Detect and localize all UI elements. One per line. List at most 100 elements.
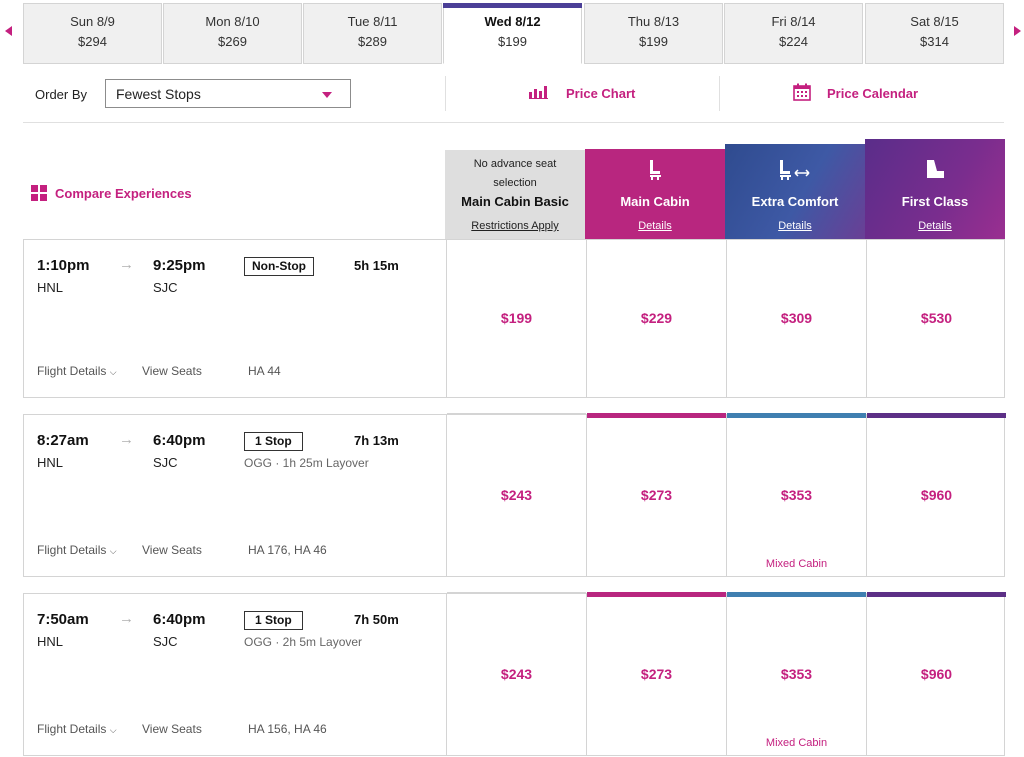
fare-extra-comfort[interactable]: $309: [726, 240, 866, 397]
stops-badge: 1 Stop: [244, 432, 303, 451]
flight-row: 8:27am → 6:40pm 1 Stop 7h 13m HNL SJC OG…: [23, 413, 1006, 577]
date-tab-wed-selected[interactable]: Wed 8/12 $199: [443, 3, 582, 64]
cabin-name: First Class: [901, 194, 969, 209]
date-price: $269: [218, 34, 247, 49]
seat-icon: [650, 160, 661, 180]
flight-details-label: Flight Details: [37, 543, 107, 557]
fare-main-cabin[interactable]: $229: [586, 240, 726, 397]
cabin-header-main-cabin: Main Cabin Details: [585, 149, 725, 239]
fare-main-cabin-basic[interactable]: $243: [446, 413, 586, 576]
date-price: $199: [639, 34, 668, 49]
date-price: $289: [358, 34, 387, 49]
fare-top-bar: [727, 592, 866, 597]
flight-number: HA 156, HA 46: [248, 722, 327, 736]
date-tab-mon[interactable]: Mon 8/10 $269: [163, 3, 302, 64]
date-price: $224: [779, 34, 808, 49]
order-by-select[interactable]: Fewest Stops: [105, 79, 351, 108]
date-label: Thu 8/13: [627, 14, 680, 29]
mixed-cabin-note: Mixed Cabin: [765, 558, 828, 570]
arrow-right-icon: →: [119, 431, 134, 448]
date-label: Sun 8/9: [70, 14, 115, 29]
fare-top-bar: [867, 592, 1006, 597]
fare-price: $243: [500, 666, 533, 682]
fare-first-class[interactable]: $960: [866, 592, 1006, 755]
restrictions-apply-link[interactable]: Restrictions Apply: [471, 220, 559, 232]
order-by-value: Fewest Stops: [116, 86, 201, 102]
fare-price: $960: [920, 487, 953, 503]
fare-main-cabin-basic[interactable]: $243: [446, 592, 586, 755]
fare-price: $960: [920, 666, 953, 682]
fare-price: $353: [780, 487, 813, 503]
layover-info: OGG · 2h 5m Layover: [244, 635, 363, 649]
origin-airport: HNL: [37, 455, 64, 470]
date-label: Tue 8/11: [347, 14, 398, 29]
destination-airport: SJC: [153, 455, 178, 470]
fare-top-bar: [587, 592, 726, 597]
date-label: Wed 8/12: [484, 14, 541, 29]
fare-extra-comfort[interactable]: $353 Mixed Cabin: [726, 413, 866, 576]
stops-badge: 1 Stop: [244, 611, 303, 630]
next-week-arrow-icon[interactable]: [1014, 26, 1021, 36]
view-seats-link[interactable]: View Seats: [142, 722, 202, 736]
fare-top-bar: [447, 413, 586, 415]
date-price: $314: [920, 34, 949, 49]
flight-details-label: Flight Details: [37, 722, 107, 736]
flight-info: 7:50am → 6:40pm 1 Stop 7h 50m HNL SJC OG…: [24, 594, 446, 755]
extra-comfort-details-link[interactable]: Details: [778, 220, 812, 232]
date-tab-sun[interactable]: Sun 8/9 $294: [23, 3, 162, 64]
fare-top-bar: [587, 413, 726, 418]
bar-chart-icon: [529, 86, 548, 99]
chevron-down-icon: ⌵: [109, 367, 117, 377]
order-by-label: Order By: [35, 87, 88, 102]
fare-price: $199: [500, 310, 533, 326]
flight-details-label: Flight Details: [37, 364, 107, 378]
date-tab-tue[interactable]: Tue 8/11 $289: [303, 3, 442, 64]
arrow-right-icon: →: [119, 610, 134, 627]
main-cabin-details-link[interactable]: Details: [638, 220, 672, 232]
duration: 7h 13m: [354, 433, 399, 448]
flight-details-toggle[interactable]: Flight Details ⌵: [37, 364, 117, 378]
flight-details-toggle[interactable]: Flight Details ⌵: [37, 722, 117, 736]
origin-airport: HNL: [37, 634, 64, 649]
view-seats-link[interactable]: View Seats: [142, 364, 202, 378]
chevron-down-icon: ⌵: [109, 725, 117, 735]
fare-main-cabin[interactable]: $273: [586, 592, 726, 755]
fare-first-class[interactable]: $960: [866, 413, 1006, 576]
divider: [23, 122, 1004, 123]
chevron-down-icon: [322, 92, 332, 98]
seat-legroom-icon: [780, 160, 810, 180]
fare-main-cabin-basic[interactable]: $199: [446, 240, 586, 397]
price-chart-label: Price Chart: [566, 86, 636, 101]
previous-week-arrow-icon[interactable]: [5, 26, 12, 36]
chevron-down-icon: ⌵: [109, 546, 117, 556]
flight-details-toggle[interactable]: Flight Details ⌵: [37, 543, 117, 557]
layover-info: OGG · 1h 25m Layover: [244, 456, 369, 470]
origin-airport: HNL: [37, 280, 64, 295]
compare-experiences-label: Compare Experiences: [55, 186, 192, 201]
first-class-details-link[interactable]: Details: [918, 220, 952, 232]
stops-badge: Non-Stop: [244, 257, 314, 276]
flight-row: 1:10pm → 9:25pm Non-Stop 5h 15m HNL SJC …: [23, 239, 1005, 398]
fare-price: $309: [780, 310, 813, 326]
date-tab-fri[interactable]: Fri 8/14 $224: [724, 3, 863, 64]
date-strip: Sun 8/9 $294 Mon 8/10 $269 Tue 8/11 $289 We…: [23, 3, 1004, 64]
date-label: Fri 8/14: [771, 14, 816, 29]
fare-main-cabin[interactable]: $273: [586, 413, 726, 576]
depart-time: 8:27am: [37, 432, 89, 449]
fare-first-class[interactable]: $530: [866, 240, 1006, 397]
arrive-time: 6:40pm: [153, 611, 206, 628]
flight-number: HA 44: [248, 364, 281, 378]
date-label: Sat 8/15: [910, 14, 959, 29]
flight-number: HA 176, HA 46: [248, 543, 327, 557]
date-tab-sat[interactable]: Sat 8/15 $314: [865, 3, 1004, 64]
flight-info: 8:27am → 6:40pm 1 Stop 7h 13m HNL SJC OG…: [24, 415, 446, 576]
cabin-header-first-class: First Class Details: [865, 139, 1005, 239]
view-seats-link[interactable]: View Seats: [142, 543, 202, 557]
date-label: Mon 8/10: [205, 14, 260, 29]
fare-top-bar: [867, 413, 1006, 418]
date-tab-thu[interactable]: Thu 8/13 $199: [584, 3, 723, 64]
fare-price: $530: [920, 310, 953, 326]
arrive-time: 6:40pm: [153, 432, 206, 449]
duration: 7h 50m: [354, 612, 399, 627]
fare-extra-comfort[interactable]: $353 Mixed Cabin: [726, 592, 866, 755]
